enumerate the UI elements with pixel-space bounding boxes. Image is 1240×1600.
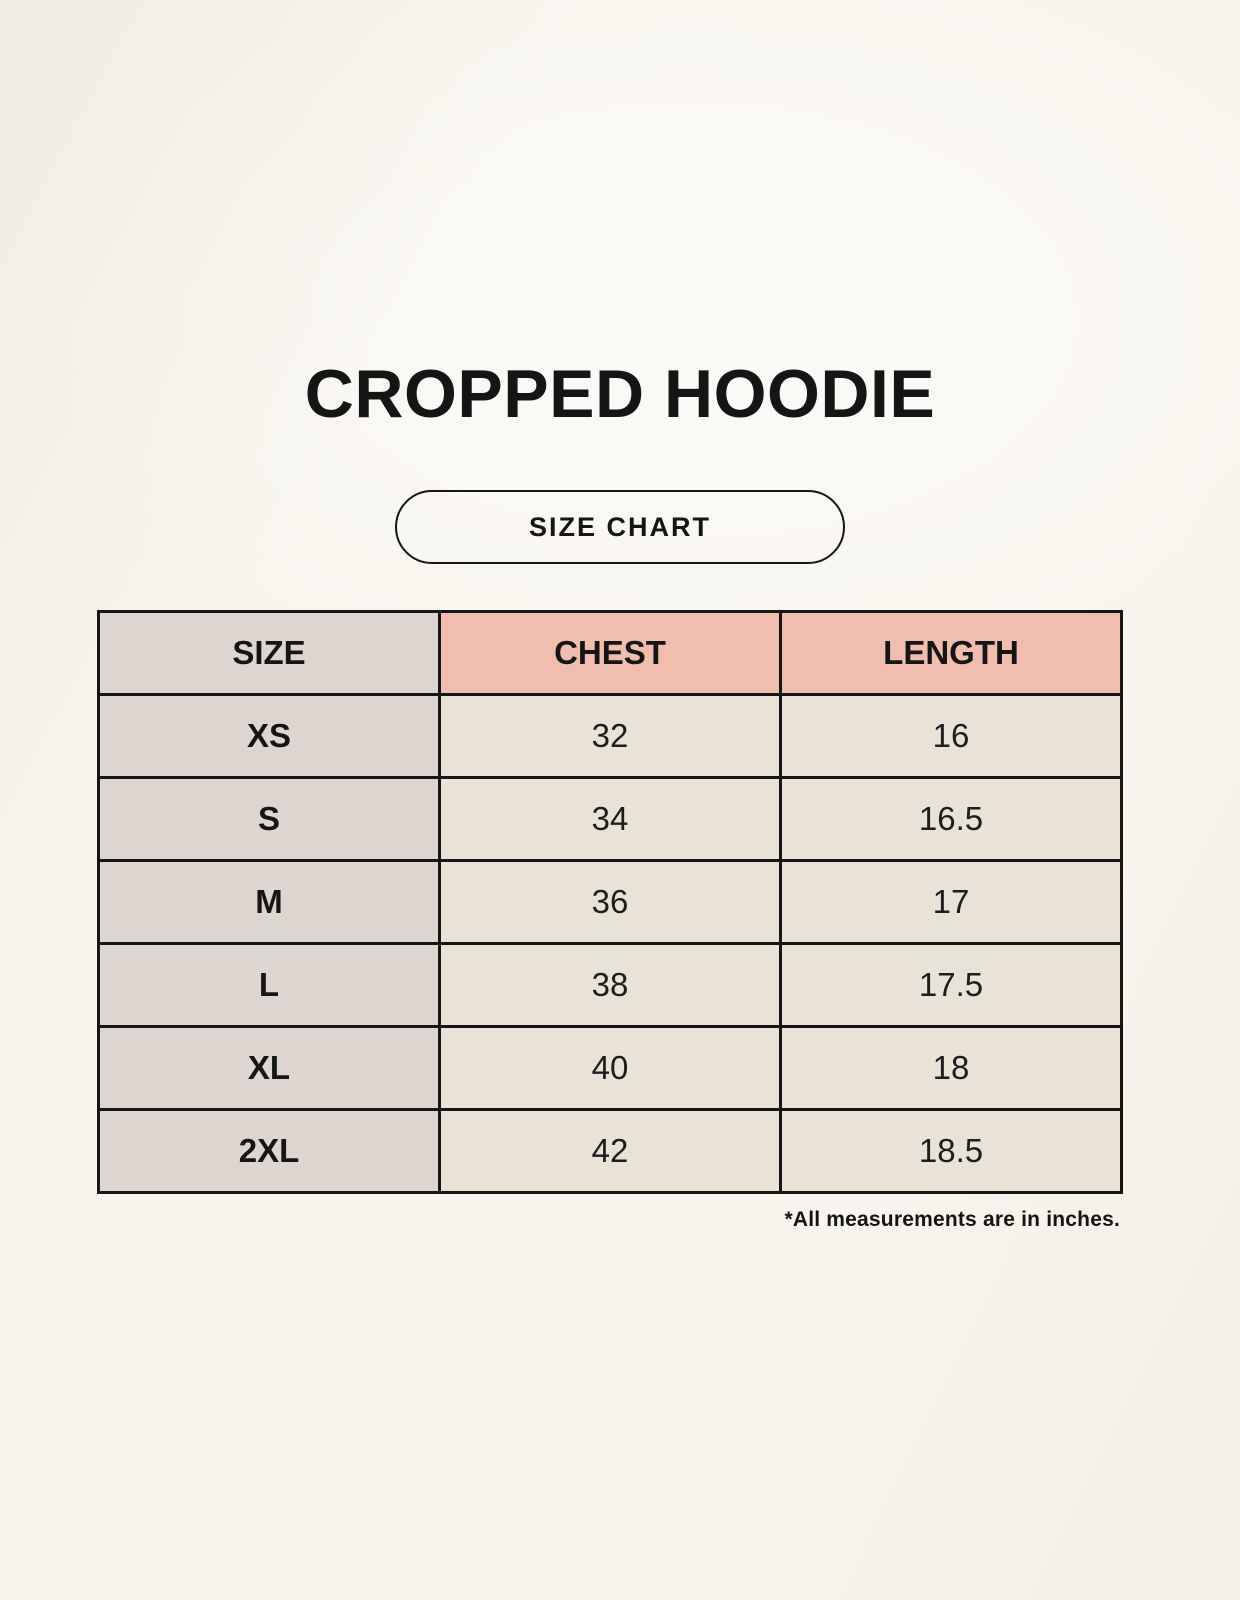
size-label: XL (97, 1025, 441, 1111)
table-row-l: L 38 17.5 (97, 942, 1123, 1028)
size-label: M (97, 859, 441, 945)
table-row-xl: XL 40 18 (97, 1025, 1123, 1111)
chest-value: 38 (438, 942, 782, 1028)
column-header-chest: CHEST (438, 610, 782, 696)
size-label: L (97, 942, 441, 1028)
column-header-size: SIZE (97, 610, 441, 696)
size-label: XS (97, 693, 441, 779)
size-chart-button[interactable]: SIZE CHART (395, 490, 845, 564)
measurements-footnote: *All measurements are in inches. (784, 1208, 1120, 1231)
size-label: S (97, 776, 441, 862)
table-row-m: M 36 17 (97, 859, 1123, 945)
table-row-s: S 34 16.5 (97, 776, 1123, 862)
chest-value: 40 (438, 1025, 782, 1111)
table-row-2xl: 2XL 42 18.5 (97, 1108, 1123, 1194)
size-label: 2XL (97, 1108, 441, 1194)
table-header-row: SIZE CHEST LENGTH (97, 610, 1123, 696)
size-chart-table: SIZE CHEST LENGTH XS 32 16 S 34 16.5 M 3… (97, 610, 1123, 1194)
length-value: 18 (779, 1025, 1123, 1111)
chest-value: 36 (438, 859, 782, 945)
length-value: 18.5 (779, 1108, 1123, 1194)
table-row-xs: XS 32 16 (97, 693, 1123, 779)
length-value: 16.5 (779, 776, 1123, 862)
length-value: 17.5 (779, 942, 1123, 1028)
length-value: 16 (779, 693, 1123, 779)
column-header-length: LENGTH (779, 610, 1123, 696)
product-title: CROPPED HOODIE (304, 356, 936, 432)
chest-value: 34 (438, 776, 782, 862)
chest-value: 42 (438, 1108, 782, 1194)
chest-value: 32 (438, 693, 782, 779)
length-value: 17 (779, 859, 1123, 945)
